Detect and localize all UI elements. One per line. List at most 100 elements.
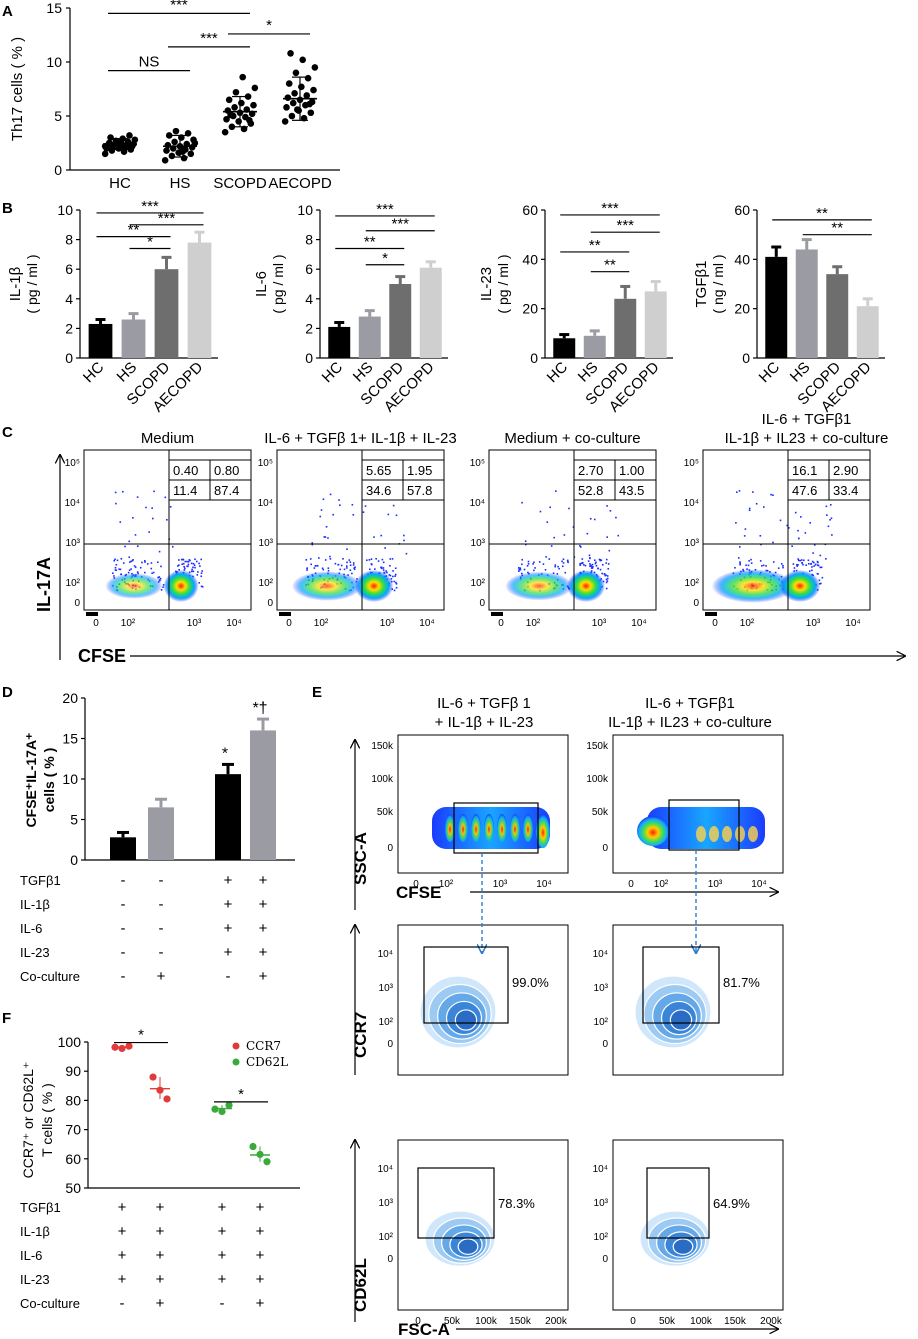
c2-ytick-label: 0 <box>267 598 273 609</box>
a-point <box>251 84 259 92</box>
d-bar <box>148 807 174 860</box>
c2-quadrant-value: 57.8 <box>407 483 432 498</box>
c3-event-dot <box>555 490 557 492</box>
c3-event-dot <box>538 561 541 563</box>
c1-event-dot <box>114 491 117 494</box>
c1-event-dot <box>201 570 204 572</box>
c2-event-dot <box>337 563 340 566</box>
c1-event-dot <box>197 571 199 573</box>
f-ylabel: CCR7⁺ or CD62L⁺ <box>20 1062 36 1179</box>
c4-event-dot <box>739 562 741 565</box>
d-ytick-label: 15 <box>62 731 78 747</box>
c2-event-dot <box>389 574 392 577</box>
c1-event-dot <box>182 558 185 561</box>
c1-event-dot <box>129 561 131 563</box>
c1-xtick-label: 10³ <box>187 618 202 629</box>
c2-event-dot <box>395 583 398 585</box>
c2-event-dot <box>380 534 383 537</box>
c3-event-dot <box>588 554 591 557</box>
c1-event-dot <box>136 496 139 498</box>
c4-event-dot <box>739 563 741 566</box>
c1-event-dot <box>127 571 130 574</box>
c1-quadrant-value: 0.40 <box>173 463 198 478</box>
e2-frame-row1 <box>612 734 784 874</box>
e1-gate-row3 <box>417 1167 495 1239</box>
e2-fsc-tick: 0 <box>630 1316 636 1327</box>
c4-ytick-label: 10⁴ <box>684 498 699 509</box>
c4-event-dot <box>750 562 753 564</box>
c2-xtick-label: 10² <box>314 618 329 629</box>
a-point <box>191 139 199 147</box>
e2-cd62l_pct: 64.9% <box>713 1196 750 1211</box>
c3-event-dot <box>606 505 608 507</box>
panel-e-col1-title-l1: IL-6 + TGFβ 1 <box>437 695 531 712</box>
f-sig-label: * <box>138 1027 144 1044</box>
f-condition-name: TGFβ1 <box>20 1200 61 1215</box>
c4-event-dot <box>759 560 762 562</box>
c2-event-dot <box>362 511 365 513</box>
c1-event-dot <box>116 559 119 562</box>
f-ytick-label: 90 <box>65 1063 81 1079</box>
b3-xtick-label: HC <box>544 359 571 386</box>
e2-log-tick: 10² <box>594 1017 609 1028</box>
a-point <box>165 132 173 139</box>
f-condition-sign: + <box>156 1271 165 1288</box>
c2-event-dot <box>306 569 308 571</box>
c4-event-dot <box>738 546 741 548</box>
c3-event-dot <box>587 560 590 562</box>
c3-ytick-label: 10⁵ <box>470 458 485 469</box>
f-ylabel-unit: T cells ( % ) <box>39 1083 55 1157</box>
c4-event-dot <box>748 507 751 510</box>
c1-event-dot <box>113 575 115 577</box>
e1-ssc-tick: 100k <box>371 774 394 785</box>
c1-event-dot <box>144 561 146 563</box>
d-condition-sign: - <box>159 920 164 937</box>
c3-event-dot <box>598 558 601 561</box>
d-condition-sign: - <box>159 872 164 889</box>
c3-event-dot <box>589 565 591 567</box>
c1-event-dot <box>162 586 164 588</box>
b1-bar <box>187 242 212 358</box>
c1-event-dot <box>120 573 122 576</box>
a-point <box>164 141 172 149</box>
f-condition-sign: + <box>118 1199 127 1216</box>
c4-event-dot <box>829 518 831 521</box>
c4-event-dot <box>821 576 824 579</box>
b1-ytick-label: 4 <box>65 291 73 307</box>
c1-density-right <box>163 570 199 602</box>
c2-event-dot <box>405 552 408 555</box>
c4-event-dot <box>734 566 736 569</box>
b2-ylabel-unit: ( pg / ml ) <box>270 254 286 313</box>
a-point <box>179 148 186 155</box>
c2-event-dot <box>332 513 334 516</box>
e2-contour <box>672 1238 694 1255</box>
c3-event-dot <box>579 562 581 565</box>
a-sig-label: *** <box>170 0 188 13</box>
panel-e-ccr7-label: CCR7 <box>351 1012 370 1058</box>
e1-gate-row2 <box>423 946 509 1024</box>
c2-event-dot <box>381 558 384 561</box>
c1-event-dot <box>191 568 193 571</box>
c3-event-dot <box>532 563 534 565</box>
e1-cfse-peak <box>471 814 481 842</box>
d-bar-sig: * <box>222 745 228 762</box>
d-condition-sign: - <box>159 944 164 961</box>
e2-cfse-peak <box>637 816 669 846</box>
c3-event-dot <box>564 571 567 574</box>
c2-event-dot <box>392 570 394 572</box>
c2-event-dot <box>368 568 371 571</box>
c3-quadrant-value: 52.8 <box>578 483 603 498</box>
f-condition-sign: + <box>156 1223 165 1240</box>
e2-log-tick: 10³ <box>594 983 609 994</box>
f-ytick-label: 100 <box>58 1034 82 1050</box>
b3-sig-label: *** <box>601 200 619 217</box>
f-condition-sign: + <box>256 1271 265 1288</box>
c2-event-dot <box>316 564 319 567</box>
c4-event-dot <box>759 535 762 537</box>
e1-contour <box>457 1238 479 1255</box>
c1-event-dot <box>200 572 203 574</box>
c2-event-dot <box>354 566 356 569</box>
c2-event-dot <box>389 564 391 567</box>
